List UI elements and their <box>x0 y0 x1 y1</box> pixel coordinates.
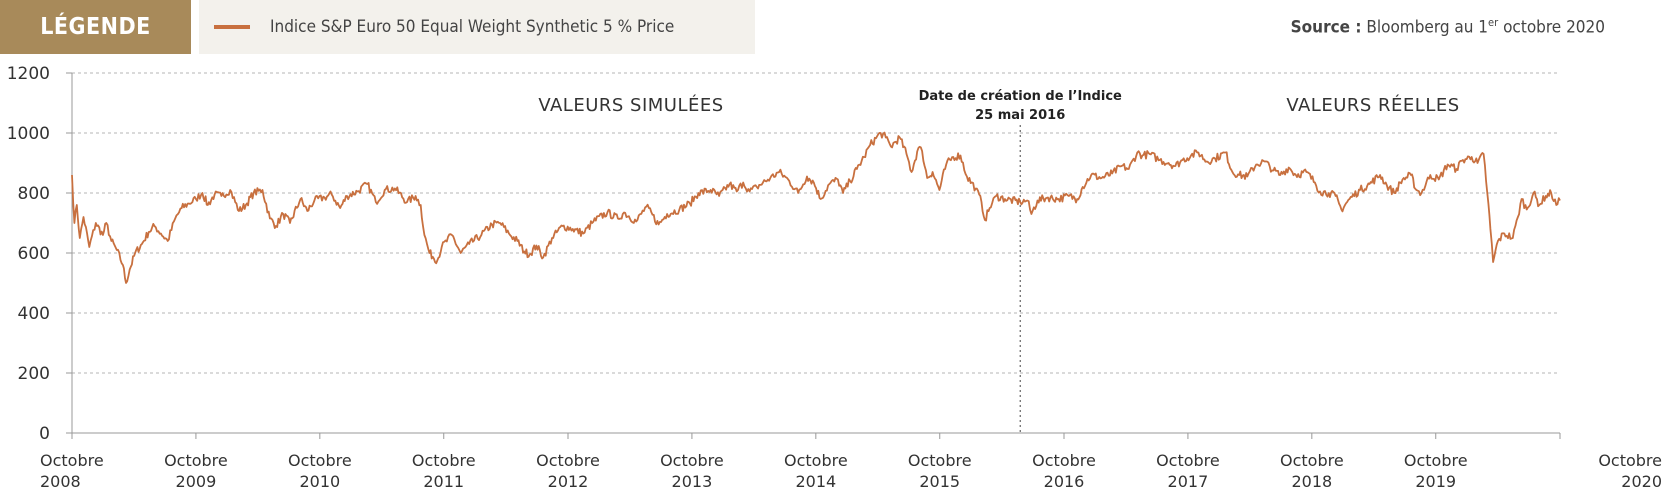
legend-series-label: Indice S&P Euro 50 Equal Weight Syntheti… <box>270 17 675 37</box>
x-axis: Octobre 2008 Octobre 2009 Octobre 2010 Octobre… <box>40 433 1662 491</box>
y-tick-label: 600 <box>18 244 50 264</box>
source-note: Source : Bloomberg au 1er octobre 2020 <box>1291 16 1605 38</box>
annotation-real: VALEURS RÉELLES <box>1286 94 1459 116</box>
x-tick-label: 2010 <box>299 472 340 491</box>
y-tick-label: 1000 <box>7 124 50 144</box>
legend: Indice S&P Euro 50 Equal Weight Syntheti… <box>199 0 755 54</box>
grid-lines <box>72 72 1560 374</box>
x-tick-label: 2017 <box>1168 472 1209 491</box>
x-tick-label: Octobre <box>784 451 848 470</box>
source-sup: er <box>1488 16 1499 29</box>
x-tick-label: 2008 <box>40 472 81 491</box>
x-tick-label: 2016 <box>1044 472 1085 491</box>
annotation-creation-date: 25 mai 2016 <box>975 108 1065 123</box>
x-tick-label: Octobre <box>660 451 724 470</box>
x-tick-label: Octobre <box>1156 451 1220 470</box>
source-label: Source : <box>1290 17 1362 38</box>
x-tick-label: Octobre <box>908 451 972 470</box>
x-tick-label: 2019 <box>1415 472 1456 491</box>
y-axis: 0 200 400 600 800 1000 1200 <box>7 64 72 444</box>
x-tick-label: Octobre <box>40 451 104 470</box>
y-tick-label: 200 <box>18 364 50 384</box>
source-text: Bloomberg au 1 <box>1366 17 1489 38</box>
x-tick-label: Octobre <box>1404 451 1468 470</box>
series-line <box>71 131 1561 284</box>
x-tick-label: Octobre <box>288 451 352 470</box>
source-text-end: octobre 2020 <box>1498 17 1605 38</box>
legend-swatch <box>214 25 250 29</box>
x-tick-label: Octobre <box>1280 451 1344 470</box>
y-tick-label: 1200 <box>7 64 50 84</box>
annotation-simulated: VALEURS SIMULÉES <box>538 94 723 116</box>
x-tick-label: 2011 <box>423 472 464 491</box>
x-tick-label: 2009 <box>176 472 217 491</box>
y-tick-label: 400 <box>18 304 50 324</box>
x-tick-label: Octobre <box>1598 451 1662 470</box>
x-tick-label: Octobre <box>536 451 600 470</box>
x-tick-label: Octobre <box>412 451 476 470</box>
y-tick-label: 0 <box>39 424 50 444</box>
x-tick-label: Octobre <box>164 451 228 470</box>
annotation-creation-title: Date de création de l’Indice <box>919 89 1122 104</box>
x-tick-label: 2014 <box>795 472 836 491</box>
x-tick-label: 2020 <box>1621 472 1662 491</box>
y-tick-label: 800 <box>18 184 50 204</box>
x-tick-label: 2018 <box>1291 472 1332 491</box>
x-tick-label: 2012 <box>548 472 589 491</box>
x-tick-label: 2013 <box>672 472 713 491</box>
legend-tag: LÉGENDE <box>0 0 191 54</box>
x-tick-label: 2015 <box>919 472 960 491</box>
x-tick-label: Octobre <box>1032 451 1096 470</box>
